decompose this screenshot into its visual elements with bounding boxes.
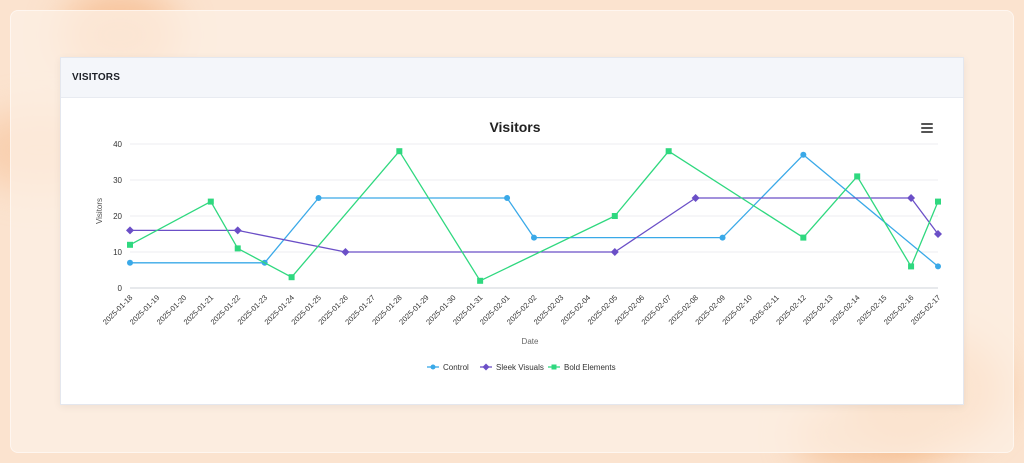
data-point-square[interactable] bbox=[288, 274, 295, 281]
data-point-diamond[interactable] bbox=[610, 248, 619, 256]
y-tick-label: 30 bbox=[113, 176, 122, 185]
series-line bbox=[130, 197, 939, 253]
y-tick-label: 0 bbox=[118, 284, 123, 293]
series-bold-elements[interactable] bbox=[127, 148, 941, 284]
chart-container: Visitors 0 10 20 30 40 2025-01-18 2025-01-19 2… bbox=[61, 98, 963, 404]
data-point-circle[interactable] bbox=[800, 151, 807, 158]
data-point-square[interactable] bbox=[396, 148, 403, 155]
card-header: VISITORS bbox=[61, 58, 963, 98]
data-point-circle[interactable] bbox=[935, 263, 941, 270]
data-point-diamond[interactable] bbox=[907, 194, 916, 202]
data-point-square[interactable] bbox=[234, 245, 241, 252]
series-sleek-visuals[interactable] bbox=[126, 194, 942, 256]
x-axis-label: Date bbox=[522, 337, 539, 346]
legend-item[interactable]: Control bbox=[427, 363, 469, 372]
data-point-square[interactable] bbox=[935, 198, 941, 205]
data-point-square[interactable] bbox=[127, 241, 133, 248]
data-point-square[interactable] bbox=[800, 234, 807, 241]
series-control[interactable] bbox=[127, 151, 941, 270]
legend-marker bbox=[551, 364, 557, 370]
series-line bbox=[130, 154, 939, 267]
data-point-square[interactable] bbox=[611, 213, 618, 219]
y-tick-label: 10 bbox=[113, 248, 122, 257]
series-line bbox=[129, 150, 939, 282]
chart-title: Visitors bbox=[489, 119, 540, 135]
data-point-circle[interactable] bbox=[719, 234, 726, 241]
chart-series bbox=[126, 148, 942, 284]
legend-label: Sleek Visuals bbox=[496, 363, 544, 372]
data-point-square[interactable] bbox=[665, 148, 672, 155]
y-tick-label: 40 bbox=[113, 140, 122, 149]
data-point-circle[interactable] bbox=[127, 259, 133, 266]
legend-item[interactable]: Sleek Visuals bbox=[480, 363, 544, 372]
chart-legend: Control Sleek Visuals Bold Elements bbox=[427, 363, 616, 372]
visitors-card: VISITORS Visitors 0 10 20 30 40 2025-01-18 20… bbox=[60, 57, 964, 405]
y-axis-label: Visitors bbox=[95, 198, 104, 224]
y-tick-label: 20 bbox=[113, 212, 122, 221]
data-point-diamond[interactable] bbox=[934, 230, 942, 238]
data-point-diamond[interactable] bbox=[233, 226, 242, 235]
data-point-square[interactable] bbox=[477, 277, 484, 284]
visitors-line-chart: Visitors 0 10 20 30 40 2025-01-182025-01-192… bbox=[95, 119, 942, 372]
data-point-circle[interactable] bbox=[315, 195, 322, 201]
legend-item[interactable]: Bold Elements bbox=[548, 363, 616, 372]
legend-marker bbox=[430, 364, 436, 370]
data-point-diamond[interactable] bbox=[691, 194, 700, 202]
data-point-diamond[interactable] bbox=[341, 248, 350, 256]
data-point-square[interactable] bbox=[908, 263, 915, 270]
x-axis: 2025-01-182025-01-192025-01-202025-01-21… bbox=[101, 293, 942, 326]
legend-label: Control bbox=[443, 363, 469, 372]
legend-marker bbox=[482, 363, 490, 371]
data-point-square[interactable] bbox=[854, 173, 861, 180]
data-point-square[interactable] bbox=[207, 198, 214, 205]
y-axis: 0 10 20 30 40 bbox=[113, 140, 122, 293]
hamburger-menu-icon[interactable] bbox=[921, 123, 933, 133]
data-point-circle[interactable] bbox=[531, 234, 537, 241]
data-point-circle[interactable] bbox=[504, 195, 511, 201]
legend-label: Bold Elements bbox=[564, 363, 616, 372]
card-title: VISITORS bbox=[72, 72, 121, 83]
data-point-diamond[interactable] bbox=[126, 226, 134, 235]
